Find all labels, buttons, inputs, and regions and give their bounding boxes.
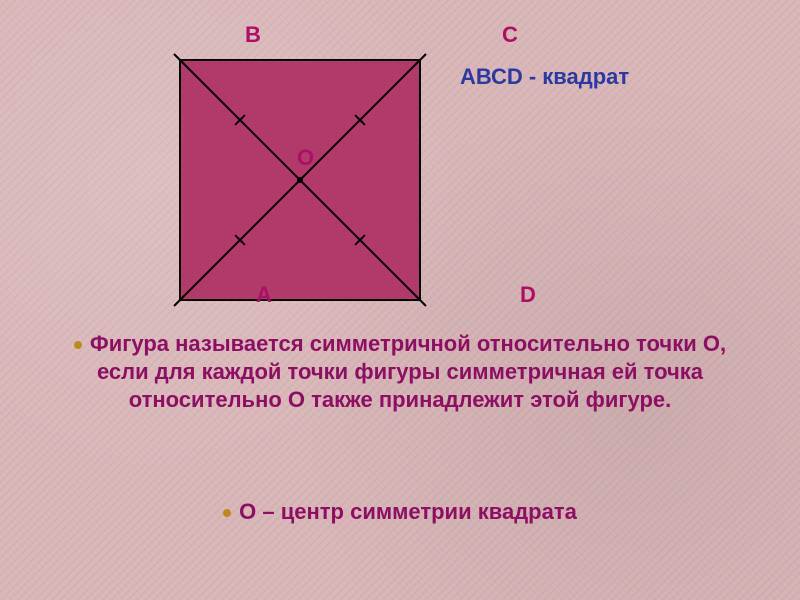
label-o: O: [297, 145, 314, 171]
definition-paragraph: Фигура называется симметричной относител…: [60, 330, 740, 414]
label-b: B: [245, 22, 261, 48]
bullet-icon: [74, 341, 82, 349]
label-c: C: [502, 22, 518, 48]
annotation-abcd-square: АВСD - квадрат: [460, 64, 629, 90]
bullet-icon: [223, 509, 231, 517]
label-d: D: [520, 282, 536, 308]
center-symmetry-line: О – центр симметрии квадрата: [60, 498, 740, 526]
square-diagonals-diagram: [170, 50, 430, 310]
label-a: A: [256, 282, 272, 308]
